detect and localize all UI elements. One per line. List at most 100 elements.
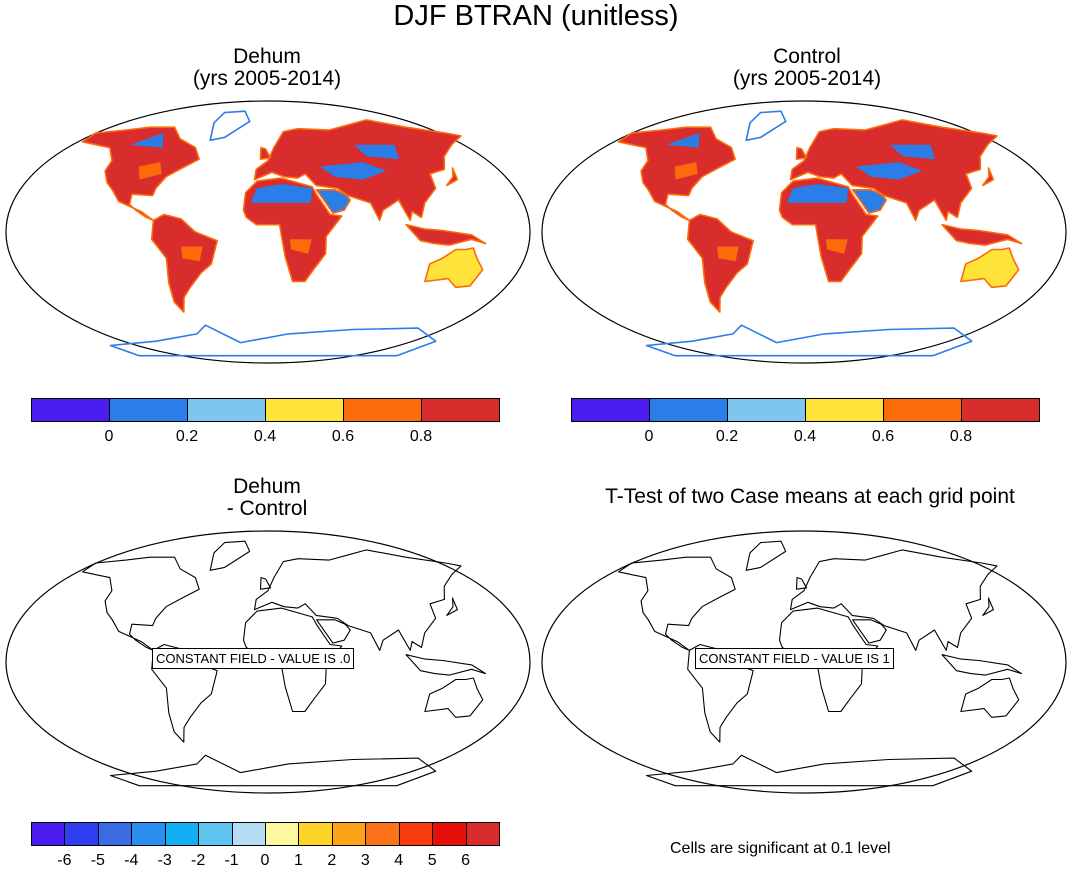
panel-title-line1: Dehum [233, 45, 301, 68]
colorbar-tick-label: 6 [461, 852, 471, 869]
colorbar-tick-label: 4 [394, 852, 404, 869]
colorbar-swatch [465, 822, 500, 846]
colorbar-swatch [265, 822, 300, 846]
landmass-indonesia [941, 223, 1023, 246]
colorbar-dehum: 0 0.2 0.4 0.6 0.8 [31, 398, 500, 445]
colorbar-swatch [64, 822, 99, 846]
colorbar-tick-label: -1 [224, 852, 239, 869]
panel-title-line2: (yrs 2005-2014) [192, 67, 342, 90]
colorbar-control: 0 0.2 0.4 0.6 0.8 [571, 398, 1040, 445]
colorbar-tick-label: 0.4 [253, 428, 277, 445]
colorbar-tick-label: 0.2 [175, 428, 199, 445]
colorbar-tick-label: 1 [293, 852, 303, 869]
colorbar-swatch [109, 398, 188, 422]
colorbar-tick-label: -3 [157, 852, 172, 869]
colorbar-tick-label: -4 [124, 852, 139, 869]
moderate-region [717, 246, 739, 262]
landmass-africa [778, 177, 879, 283]
landmass-australia [960, 247, 1020, 289]
landmass-africa [242, 177, 343, 283]
dry-region [130, 133, 164, 148]
colorbar-swatch [343, 398, 422, 422]
landmass-australia [960, 677, 1020, 718]
landmass-indonesia [941, 654, 1023, 676]
panel-title-difference: Dehum - Control [37, 476, 497, 520]
colorbar-swatch [97, 822, 133, 846]
colorbar-swatch [883, 398, 962, 422]
dry-region [354, 144, 400, 160]
colorbar-swatch [164, 822, 200, 846]
colorbar-tick-label: 0.8 [409, 428, 433, 445]
landmass-uk [795, 146, 808, 160]
landmass-eurasia [789, 549, 998, 651]
landmass-southAmerica [686, 213, 754, 313]
landmass-greenland [745, 110, 787, 142]
colorbar-swatch [31, 398, 110, 422]
moderate-region [181, 246, 203, 262]
moderate-region [825, 239, 848, 254]
moderate-region [289, 239, 312, 254]
colorbar-swatch [432, 822, 467, 846]
colorbar-tick-label: 0.4 [793, 428, 817, 445]
colorbar-swatch [571, 398, 650, 422]
dry-region [319, 162, 387, 180]
panel-title-dehum: Dehum (yrs 2005-2014) [37, 46, 497, 90]
landmass-uk [259, 146, 272, 160]
landmass-australia [424, 247, 484, 289]
colorbar-tick-label: 0 [644, 428, 654, 445]
colorbar-swatch [805, 398, 884, 422]
landmass-japan [446, 167, 459, 187]
colorbar-swatch [198, 822, 233, 846]
landmass-antarctica [109, 754, 437, 787]
landmass-antarctica [109, 324, 437, 357]
colorbar-swatch [398, 822, 434, 846]
landmass-arabia [315, 189, 352, 214]
constant-field-label-ttest: CONSTANT FIELD - VALUE IS 1 [695, 648, 894, 669]
colorbar-difference: -6 -5 -4 -3 -2 -1 0 1 2 3 4 5 6 [31, 822, 500, 869]
landmass-arabia [851, 189, 888, 214]
colorbar-swatch [421, 398, 500, 422]
colorbar-tick-label: 3 [360, 852, 370, 869]
landmass-greenland [745, 540, 787, 571]
landmass-southAmerica [150, 213, 218, 313]
dry-region [666, 133, 700, 148]
colorbar-swatch [298, 822, 333, 846]
panel-title-line1: Control [773, 45, 841, 68]
landmass-japan [982, 597, 994, 616]
dry-region [890, 144, 936, 160]
colorbar-tick-label: -2 [191, 852, 206, 869]
landmass-antarctica [645, 324, 973, 357]
colorbar-tick-label: 5 [427, 852, 437, 869]
panel-title-line2: - Control [226, 497, 308, 520]
main-title: DJF BTRAN (unitless) [393, 0, 679, 32]
colorbar-tick-label: 0.8 [949, 428, 973, 445]
moderate-region [674, 162, 698, 180]
landmass-arabia [316, 619, 351, 644]
colorbar-tick-label: 0.6 [331, 428, 355, 445]
landmass-greenland [209, 110, 251, 142]
landmass-greenland [209, 540, 251, 571]
landmass-australia [424, 677, 484, 718]
landmass-northAmerica [617, 556, 736, 651]
dry-region [855, 162, 923, 180]
colorbar-swatch [187, 398, 266, 422]
landmass-japan [982, 167, 995, 187]
colorbar-swatch [265, 398, 344, 422]
significance-note: Cells are significant at 0.1 level [670, 840, 891, 857]
colorbar-tick-label: 0 [104, 428, 114, 445]
colorbar-tick-label: 0.2 [715, 428, 739, 445]
panel-title-line2: (yrs 2005-2014) [732, 67, 882, 90]
landmass-northAmerica [81, 556, 200, 651]
colorbar-swatch [727, 398, 806, 422]
colorbar-tick-label: 2 [327, 852, 337, 869]
landmass-indonesia [405, 654, 487, 676]
landmass-indonesia [405, 223, 487, 246]
colorbar-swatch [649, 398, 728, 422]
constant-field-label-difference: CONSTANT FIELD - VALUE IS .0 [152, 648, 355, 669]
landmass-eurasia [253, 549, 462, 651]
colorbar-swatch [961, 398, 1040, 422]
colorbar-swatch [131, 822, 166, 846]
landmass-japan [446, 597, 458, 616]
dry-region [786, 184, 849, 203]
colorbar-swatch [331, 822, 367, 846]
